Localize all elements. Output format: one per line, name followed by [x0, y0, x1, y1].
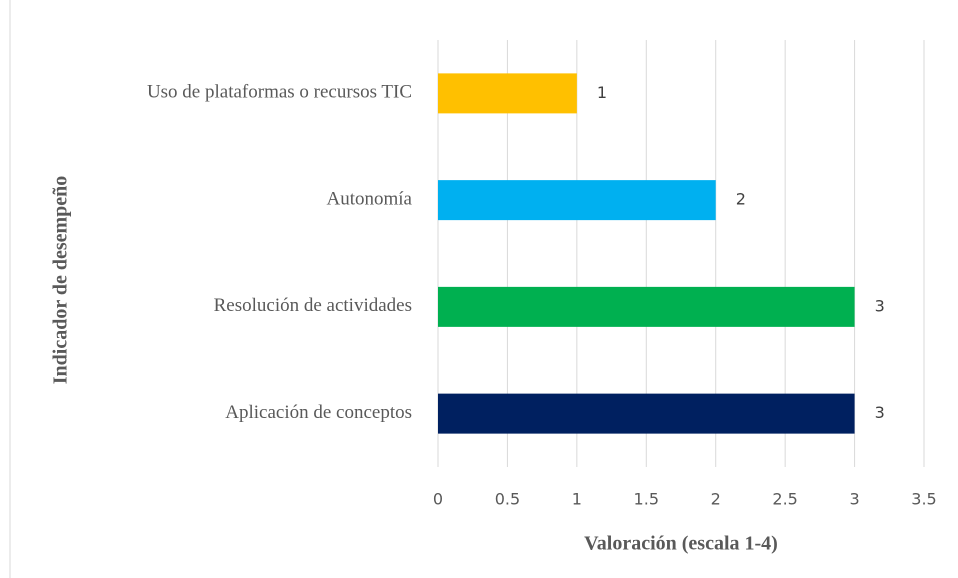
x-tick-label: 3 [849, 490, 859, 509]
x-tick-label: 1.5 [634, 490, 659, 509]
y-axis-title: Indicador de desempeño [50, 176, 72, 385]
x-tick-label: 2 [711, 490, 721, 509]
y-tick-label: Resolución de actividades [214, 295, 412, 316]
y-tick-label: Aplicación de conceptos [225, 402, 412, 423]
y-tick-label: Uso de plataformas o recursos TIC [147, 82, 412, 103]
data-label: 3 [875, 403, 885, 422]
bar [438, 393, 855, 434]
x-tick-label: 3.5 [911, 490, 936, 509]
data-label: 3 [875, 296, 885, 315]
x-axis-title: Valoración (escala 1-4) [584, 533, 778, 555]
bar [438, 180, 716, 221]
y-tick-label: Autonomía [327, 188, 413, 209]
x-tick-label: 0 [433, 490, 443, 509]
data-label: 2 [736, 190, 746, 209]
data-label: 1 [597, 83, 607, 102]
bar [438, 286, 855, 327]
x-tick-label: 2.5 [772, 490, 797, 509]
x-tick-label: 1 [572, 490, 582, 509]
x-tick-label: 0.5 [495, 490, 520, 509]
bar [438, 73, 577, 114]
